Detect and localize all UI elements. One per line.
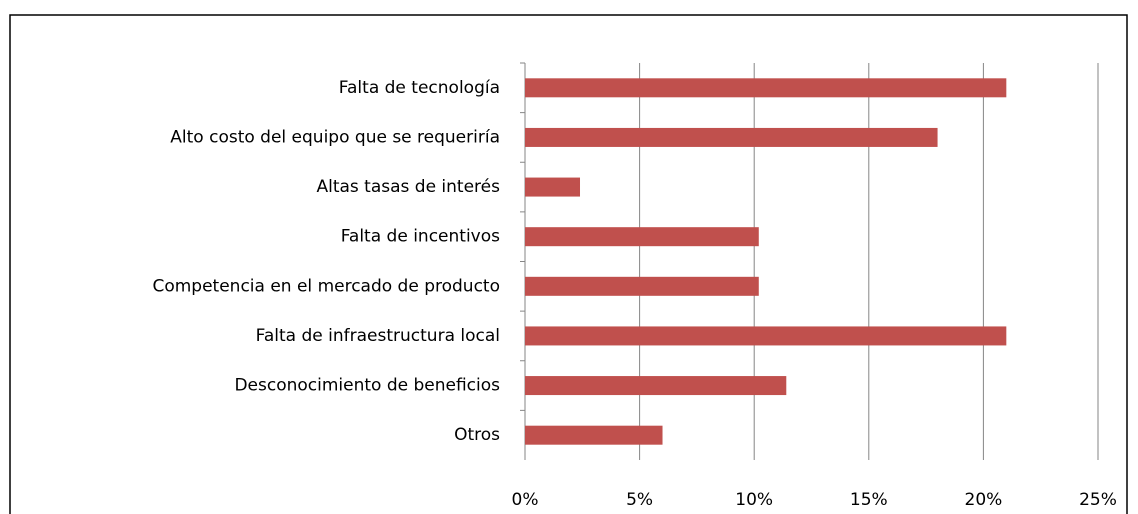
y-tick-label: Otros [454, 425, 500, 445]
y-tick-label: Falta de incentivos [341, 227, 500, 247]
x-tick-label: 5% [626, 490, 653, 510]
bar [525, 425, 663, 445]
y-tick-label: Falta de infraestructura local [256, 326, 500, 346]
bar [525, 227, 759, 247]
bar [525, 177, 581, 197]
y-tick-label: Falta de tecnología [339, 78, 500, 98]
y-tick-label: Desconocimiento de beneficios [234, 376, 500, 396]
bar [525, 326, 1007, 346]
y-tick-label: Altas tasas de interés [316, 177, 500, 197]
x-tick-label: 0% [512, 490, 539, 510]
y-tick-label: Competencia en el mercado de producto [152, 276, 500, 296]
bar [525, 78, 1007, 98]
x-tick-label: 20% [965, 490, 1003, 510]
bar [525, 276, 759, 296]
x-tick-label: 25% [1079, 490, 1117, 510]
x-tick-label: 15% [850, 490, 888, 510]
bar [525, 376, 787, 396]
x-tick-label: 10% [735, 490, 773, 510]
bar [525, 127, 938, 147]
y-tick-label: Alto costo del equipo que se requeriría [170, 127, 500, 147]
